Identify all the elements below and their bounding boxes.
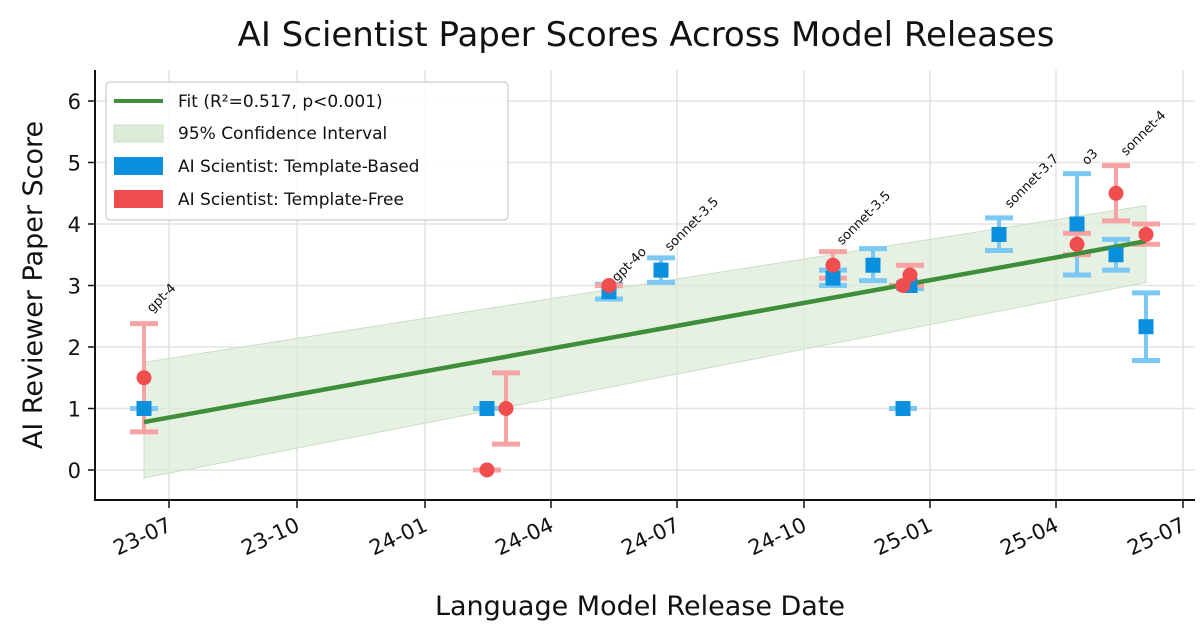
x-tick-label: 24-10 bbox=[745, 513, 810, 561]
legend-ci-swatch bbox=[113, 124, 164, 143]
legend-template-based-label: AI Scientist: Template-Based bbox=[178, 157, 419, 177]
x-tick-label: 24-01 bbox=[366, 513, 431, 561]
template-based-point bbox=[653, 262, 669, 278]
legend-ci-label: 95% Confidence Interval bbox=[178, 124, 387, 144]
template-free-point bbox=[1108, 185, 1124, 201]
template-based-point bbox=[1138, 319, 1154, 335]
legend: Fit (R²=0.517, p<0.001) 95% Confidence I… bbox=[105, 81, 509, 221]
x-tick-label: 25-04 bbox=[997, 513, 1062, 561]
template-based-point bbox=[1069, 216, 1085, 232]
x-tick-label: 23-07 bbox=[110, 513, 175, 561]
template-free-point bbox=[902, 267, 918, 283]
model-label: gpt-4o bbox=[609, 245, 650, 286]
template-free-point bbox=[1138, 226, 1154, 242]
error-bars bbox=[130, 163, 1160, 473]
template-free-point bbox=[498, 401, 514, 416]
template-based-point bbox=[479, 401, 495, 416]
model-label: sonnet-3.5 bbox=[834, 188, 894, 248]
y-tick-label: 4 bbox=[68, 213, 81, 237]
x-tick-label: 24-04 bbox=[492, 513, 557, 561]
template-free-point bbox=[479, 462, 495, 478]
legend-template-free-label: AI Scientist: Template-Free bbox=[178, 190, 404, 210]
y-axis-label: AI Reviewer Paper Score bbox=[18, 121, 49, 449]
template-free-point bbox=[1069, 236, 1085, 252]
y-tick-label: 1 bbox=[68, 398, 81, 422]
y-tick-label: 5 bbox=[68, 152, 81, 176]
template-based-point bbox=[136, 401, 152, 416]
axes bbox=[88, 70, 1195, 508]
template-based-point bbox=[991, 226, 1007, 242]
template-free-point bbox=[825, 257, 841, 273]
legend-fit-label: Fit (R²=0.517, p<0.001) bbox=[178, 92, 383, 112]
x-tick-label: 25-01 bbox=[871, 513, 936, 561]
template-free-point bbox=[601, 278, 617, 293]
y-tick-label: 0 bbox=[68, 459, 81, 483]
model-label: o3 bbox=[1079, 146, 1101, 168]
model-label: sonnet-4 bbox=[1118, 108, 1169, 159]
regression-line bbox=[143, 239, 1147, 425]
x-axis-label: Language Model Release Date bbox=[435, 591, 845, 622]
ci-polygon bbox=[143, 204, 1147, 479]
fit-line bbox=[143, 239, 1147, 425]
y-tick-label: 3 bbox=[68, 275, 81, 299]
model-label: sonnet-3.7 bbox=[1002, 152, 1062, 212]
template-based-point bbox=[895, 401, 911, 416]
confidence-band bbox=[143, 204, 1147, 479]
template-based-point bbox=[1108, 247, 1124, 263]
template-based-point bbox=[865, 257, 881, 273]
legend-template-free-swatch bbox=[114, 190, 163, 208]
legend-frame bbox=[105, 81, 509, 221]
template-free-point bbox=[136, 370, 152, 386]
x-tick-label: 23-10 bbox=[238, 513, 303, 561]
data-points bbox=[136, 185, 1154, 478]
template-based-point bbox=[825, 270, 841, 286]
x-tick-label: 25-07 bbox=[1124, 513, 1189, 561]
legend-template-based-swatch bbox=[114, 157, 163, 175]
y-tick-label: 6 bbox=[68, 90, 81, 114]
y-tick-label: 2 bbox=[68, 336, 81, 360]
x-tick-label: 24-07 bbox=[618, 513, 683, 561]
chart-title: AI Scientist Paper Scores Across Model R… bbox=[238, 15, 1055, 55]
